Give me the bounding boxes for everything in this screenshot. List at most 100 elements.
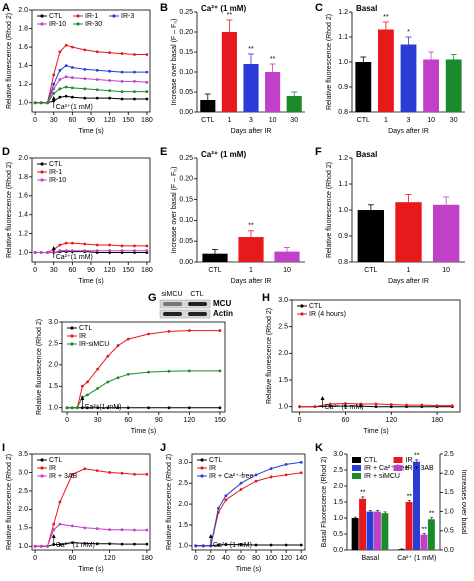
x-tick-label: 180 [141, 117, 153, 124]
data-point [70, 241, 74, 245]
x-axis-label: Days after IR [231, 278, 272, 285]
data-point [52, 528, 56, 532]
data-point [450, 404, 454, 407]
x-tick-label: 3 [407, 117, 411, 124]
y-axis-label: Relative fluorescence (Rhod 2) [6, 162, 13, 258]
y-tick-label: 1.5 [18, 525, 28, 532]
data-point [359, 402, 363, 406]
data-point [145, 70, 149, 74]
data-point [83, 96, 87, 100]
y-tick-label: 2.0 [18, 155, 28, 162]
data-point [108, 243, 112, 247]
legend-marker [40, 162, 44, 166]
panel-letter: H [262, 292, 270, 304]
data-point [254, 543, 258, 547]
legend-marker [40, 474, 44, 478]
data-point [52, 82, 56, 86]
data-point [58, 95, 62, 99]
legend-marker [300, 312, 304, 316]
data-point [108, 249, 112, 253]
panel-letter: B [160, 2, 168, 14]
legend-marker [300, 304, 304, 308]
data-point [86, 393, 89, 397]
y-axis-label: Relative fluorescence (Rhod 2) [6, 454, 13, 550]
legend-marker [40, 22, 44, 26]
y-tick-label: 0.9 [338, 84, 348, 91]
data-point [133, 528, 136, 532]
y-tick-label: 2.5 [278, 324, 288, 331]
x-axis-label: Time (s) [131, 428, 156, 435]
data-point [80, 384, 84, 388]
x-tick-label: Basal [361, 555, 379, 562]
bar [423, 59, 440, 112]
legend-marker [40, 178, 44, 182]
data-point [95, 243, 99, 247]
data-point [374, 405, 378, 409]
y-axis-label: Relative fluorescence (Rhod 2) [266, 308, 273, 404]
data-point [218, 406, 222, 410]
data-point [218, 329, 222, 332]
data-point [389, 403, 393, 406]
data-point [187, 406, 191, 410]
legend-label: IR-10 [49, 177, 66, 184]
x-tick-label: 140 [295, 555, 307, 562]
bar [381, 513, 389, 550]
data-point [95, 78, 99, 81]
legend-label: CTL [364, 457, 377, 464]
chart-title: Ca²⁺ (1 mM) [201, 150, 246, 159]
y2-tick-label: 2.5 [444, 451, 454, 458]
x-axis-label: Time (s) [363, 428, 388, 435]
y-tick-label: 1.6 [18, 193, 28, 200]
data-point [106, 380, 110, 384]
data-point [96, 387, 100, 390]
data-point [116, 406, 120, 410]
data-point [254, 473, 258, 477]
data-point [95, 469, 99, 473]
arrow-head [80, 396, 85, 400]
data-point [64, 85, 68, 89]
annotation-text: Ca²⁺(1 mM) [84, 404, 121, 411]
data-point [145, 472, 149, 476]
data-point [224, 543, 228, 546]
blot-band [188, 302, 207, 306]
data-point [145, 249, 149, 253]
legend-swatch [352, 465, 361, 471]
data-point [83, 249, 87, 253]
data-point [120, 70, 124, 74]
y-tick-label: 2.0 [18, 506, 28, 513]
x-tick-label: 60 [237, 555, 245, 562]
y-tick-label: 2.0 [333, 483, 343, 490]
blot-band [188, 312, 207, 316]
inset-band-label: Actin [213, 309, 233, 318]
data-point [145, 244, 149, 248]
panel-letter: D [2, 146, 10, 158]
data-point [83, 541, 87, 545]
y-tick-label: 0.10 [179, 69, 193, 76]
bar [238, 237, 264, 262]
data-point [313, 405, 317, 409]
y-tick-label: 1.4 [18, 62, 28, 69]
x-axis-label: Time (s) [78, 566, 103, 573]
legend-label: IR-1 [49, 169, 62, 176]
y-tick-label: 0.15 [179, 196, 193, 203]
inset-lane-label: siMCU [162, 291, 183, 298]
y-tick-label: 1.8 [18, 174, 28, 181]
x-tick-label: 150 [214, 417, 226, 424]
data-point [70, 76, 74, 80]
data-point [328, 404, 332, 408]
data-point [299, 460, 303, 464]
y-tick-label: 3.0 [48, 319, 58, 326]
data-point [58, 68, 62, 72]
y-tick-label: 1.0 [178, 543, 188, 550]
y-tick-label: 2.0 [18, 7, 28, 14]
data-point [46, 544, 49, 548]
plot-frame [191, 453, 306, 551]
data-point [194, 544, 198, 548]
x-tick-label: 120 [104, 555, 116, 562]
panel-letter: K [315, 442, 323, 454]
data-point [359, 404, 363, 408]
legend-marker [200, 458, 204, 462]
data-point [133, 472, 136, 476]
y-tick-label: 0.10 [179, 217, 193, 224]
data-point [108, 89, 112, 93]
